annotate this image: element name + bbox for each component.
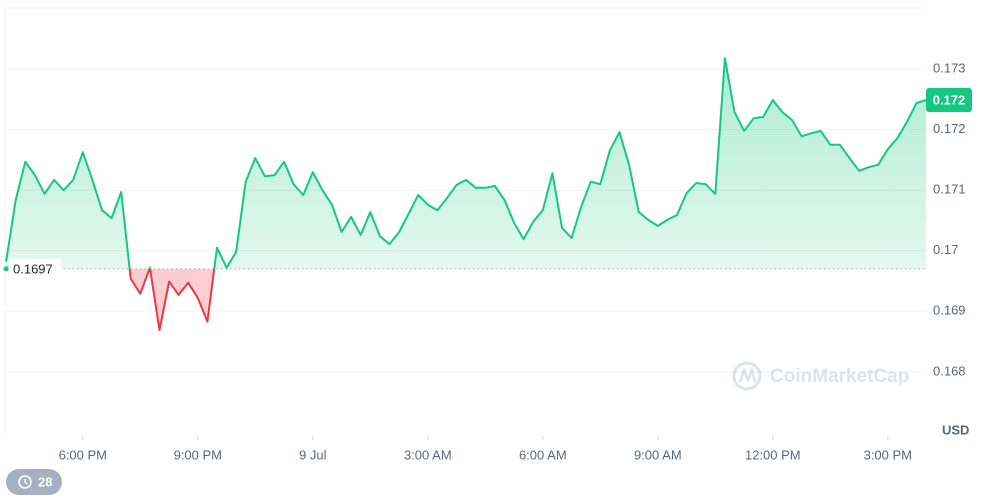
watermark-text: CoinMarketCap xyxy=(770,366,909,387)
baseline-label-bg xyxy=(9,258,61,279)
y-tick-label: 0.168 xyxy=(933,363,966,378)
watermark: CoinMarketCap xyxy=(732,361,909,391)
y-tick-label: 0.17 xyxy=(933,242,958,257)
last-price-tag xyxy=(926,88,972,113)
start-dot xyxy=(3,266,9,272)
y-tick-label: 0.169 xyxy=(933,303,966,318)
badge[interactable]: 28 xyxy=(6,469,62,495)
y-tick-label: 0.172 xyxy=(933,121,966,136)
x-tick-label: 6:00 AM xyxy=(519,447,567,462)
last-price-label: 0.172 xyxy=(933,92,966,107)
area-above xyxy=(6,58,927,269)
y-unit: USD xyxy=(942,422,969,437)
price-line xyxy=(5,57,927,269)
x-tick-label: 6:00 PM xyxy=(59,447,107,462)
badge-count: 28 xyxy=(38,474,52,489)
badge-bg xyxy=(6,469,62,495)
price-line-below xyxy=(128,268,216,332)
x-tick-label: 3:00 AM xyxy=(404,447,452,462)
y-tick-label: 0.173 xyxy=(933,61,966,76)
x-tick-label: 9:00 PM xyxy=(174,447,222,462)
x-tick-label: 9:00 AM xyxy=(634,447,682,462)
history-icon xyxy=(18,475,32,489)
x-tick-label: 9 Jul xyxy=(299,447,327,462)
baseline-label: 0.1697 xyxy=(13,261,53,276)
x-tick-label: 12:00 PM xyxy=(745,447,801,462)
x-tick-label: 3:00 PM xyxy=(864,447,912,462)
y-tick-label: 0.171 xyxy=(933,182,966,197)
